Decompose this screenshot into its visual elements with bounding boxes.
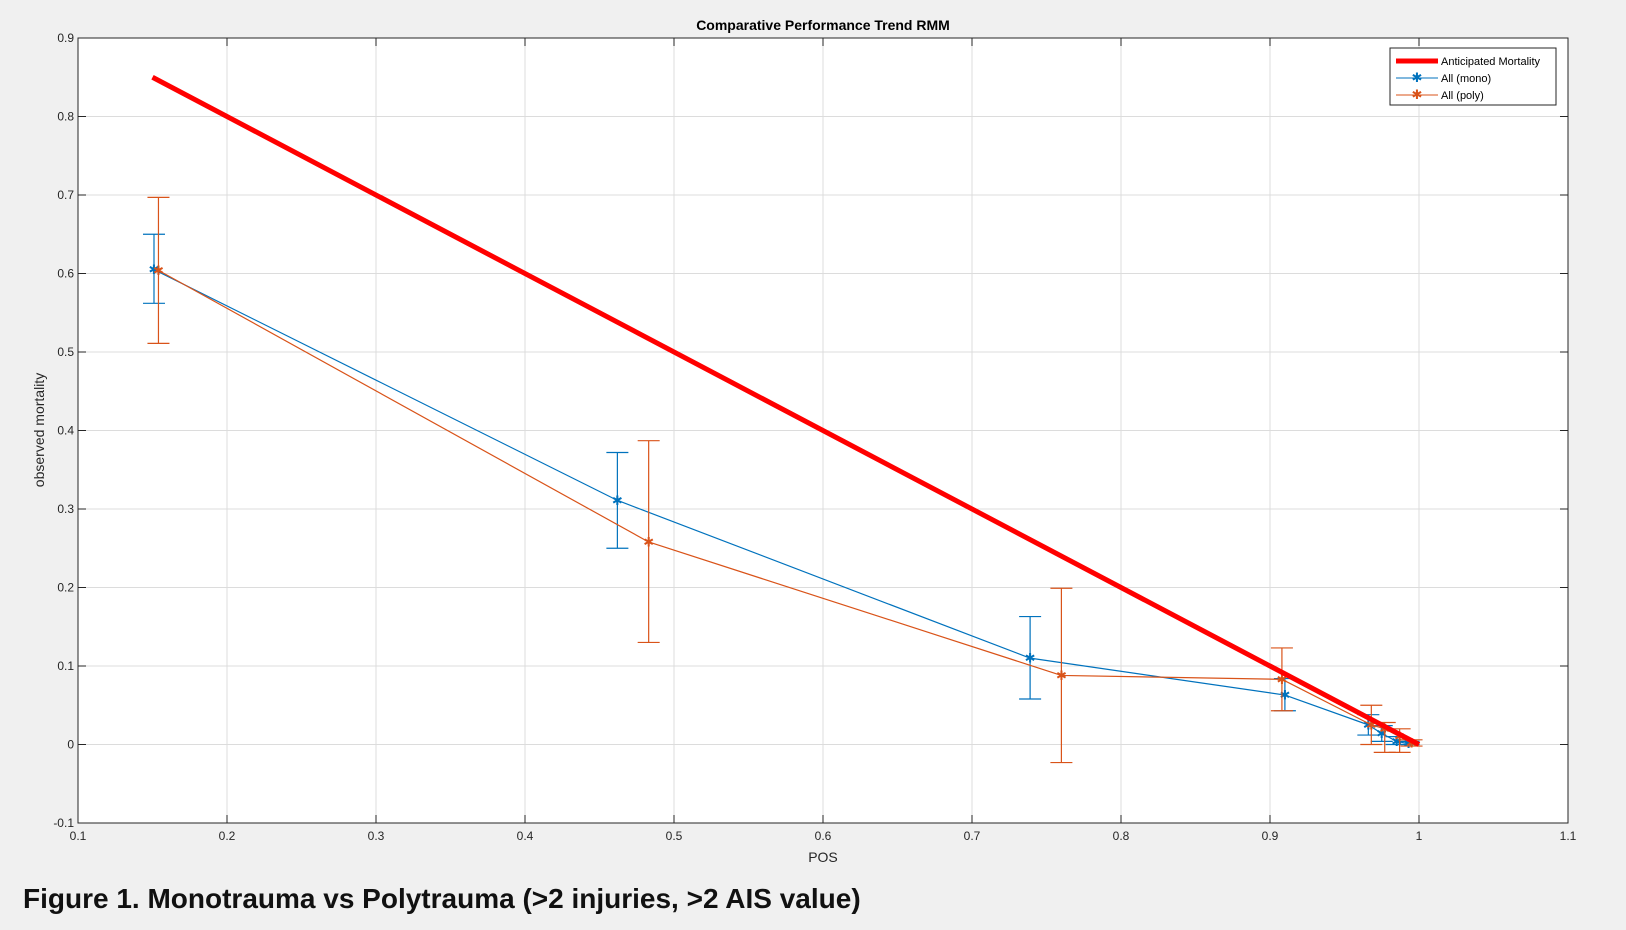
- x-tick-label: 1: [1416, 829, 1423, 843]
- data-point-all-mono: ✱: [1025, 652, 1036, 667]
- y-tick-label: 0.3: [57, 502, 74, 516]
- y-tick-label: 0.4: [57, 424, 74, 438]
- data-point-all-poly: ✱: [153, 264, 164, 279]
- x-tick-label: 0.7: [964, 829, 981, 843]
- legend-label-all-poly: All (poly): [1441, 90, 1484, 102]
- plot-frame: [77, 37, 1569, 824]
- legend: Anticipated Mortality ✱ All (mono) ✱ All…: [1389, 47, 1557, 106]
- series-line-all-mono: [153, 269, 1409, 745]
- y-tick-label: 0.9: [57, 31, 74, 45]
- data-point-all-mono: ✱: [1376, 727, 1387, 742]
- figure-panel: 0.1 0.2 0.3 0.4 0.5 0.6 0.7 0.8 0.9 1 1.1 -0.1 0 0.1 0…: [31, 17, 1577, 865]
- legend-label-anticipated-mortality: Anticipated Mortality: [1441, 56, 1541, 68]
- y-tick-label: 0.2: [57, 581, 74, 595]
- data-point-all-poly: ✱: [1056, 669, 1067, 684]
- y-tick-label: -0.1: [53, 816, 74, 830]
- x-axis-label: POS: [808, 849, 838, 865]
- x-tick-label: 0.5: [666, 829, 683, 843]
- data-point-all-poly: ✱: [1379, 722, 1390, 737]
- data-point-all-mono: ✱: [612, 494, 623, 509]
- data-point-all-poly: ✱: [1394, 730, 1405, 745]
- x-tick-label: 0.4: [517, 829, 534, 843]
- x-tick-label: 0.8: [1113, 829, 1130, 843]
- legend-marker-all-mono: ✱: [1412, 71, 1423, 86]
- x-tick-label: 0.2: [219, 829, 236, 843]
- y-axis-label: observed mortality: [31, 373, 47, 487]
- y-tick-label: 0.8: [57, 110, 74, 124]
- y-tick-label: 0.6: [57, 267, 74, 281]
- ticks: 0.1 0.2 0.3 0.4 0.5 0.6 0.7 0.8 0.9 1 1.1 -0.1 0 0.1 0…: [53, 31, 1576, 843]
- x-tick-label: 0.6: [815, 829, 832, 843]
- data-point-all-mono: ✱: [1279, 689, 1290, 704]
- y-tick-label: 0: [67, 738, 74, 752]
- x-tick-label: 1.1: [1560, 829, 1577, 843]
- series: ✱✱✱✱✱✱✱ ✱✱✱✱ ✱✱ ✱✱ ✱: [142, 75, 1423, 764]
- chart-title: Comparative Performance Trend RMM: [696, 17, 950, 33]
- legend-marker-all-poly: ✱: [1412, 88, 1423, 103]
- data-point-all-poly: ✱: [1406, 736, 1417, 751]
- x-tick-label: 0.1: [70, 829, 87, 843]
- x-tick-label: 0.3: [368, 829, 385, 843]
- series-line-anticipated-mortality: [151, 75, 1421, 747]
- data-point-all-poly: ✱: [1366, 718, 1377, 733]
- data-point-all-mono: ✱: [1363, 718, 1374, 733]
- y-tick-label: 0.7: [57, 188, 74, 202]
- legend-label-all-mono: All (mono): [1441, 73, 1491, 85]
- chart: 0.1 0.2 0.3 0.4 0.5 0.6 0.7 0.8 0.9 1 1.1 -0.1 0 0.1 0…: [31, 17, 1577, 865]
- figure-caption: Figure 1. Monotrauma vs Polytrauma (>2 i…: [23, 883, 861, 914]
- data-point-all-mono: ✱: [1391, 735, 1402, 750]
- data-point-all-mono: ✱: [1403, 737, 1414, 752]
- data-point-all-poly: ✱: [1276, 673, 1287, 688]
- y-tick-label: 0.1: [57, 659, 74, 673]
- x-tick-label: 0.9: [1262, 829, 1279, 843]
- y-tick-label: 0.5: [57, 345, 74, 359]
- data-point-all-poly: ✱: [643, 535, 654, 550]
- data-point-all-mono: ✱: [149, 263, 160, 278]
